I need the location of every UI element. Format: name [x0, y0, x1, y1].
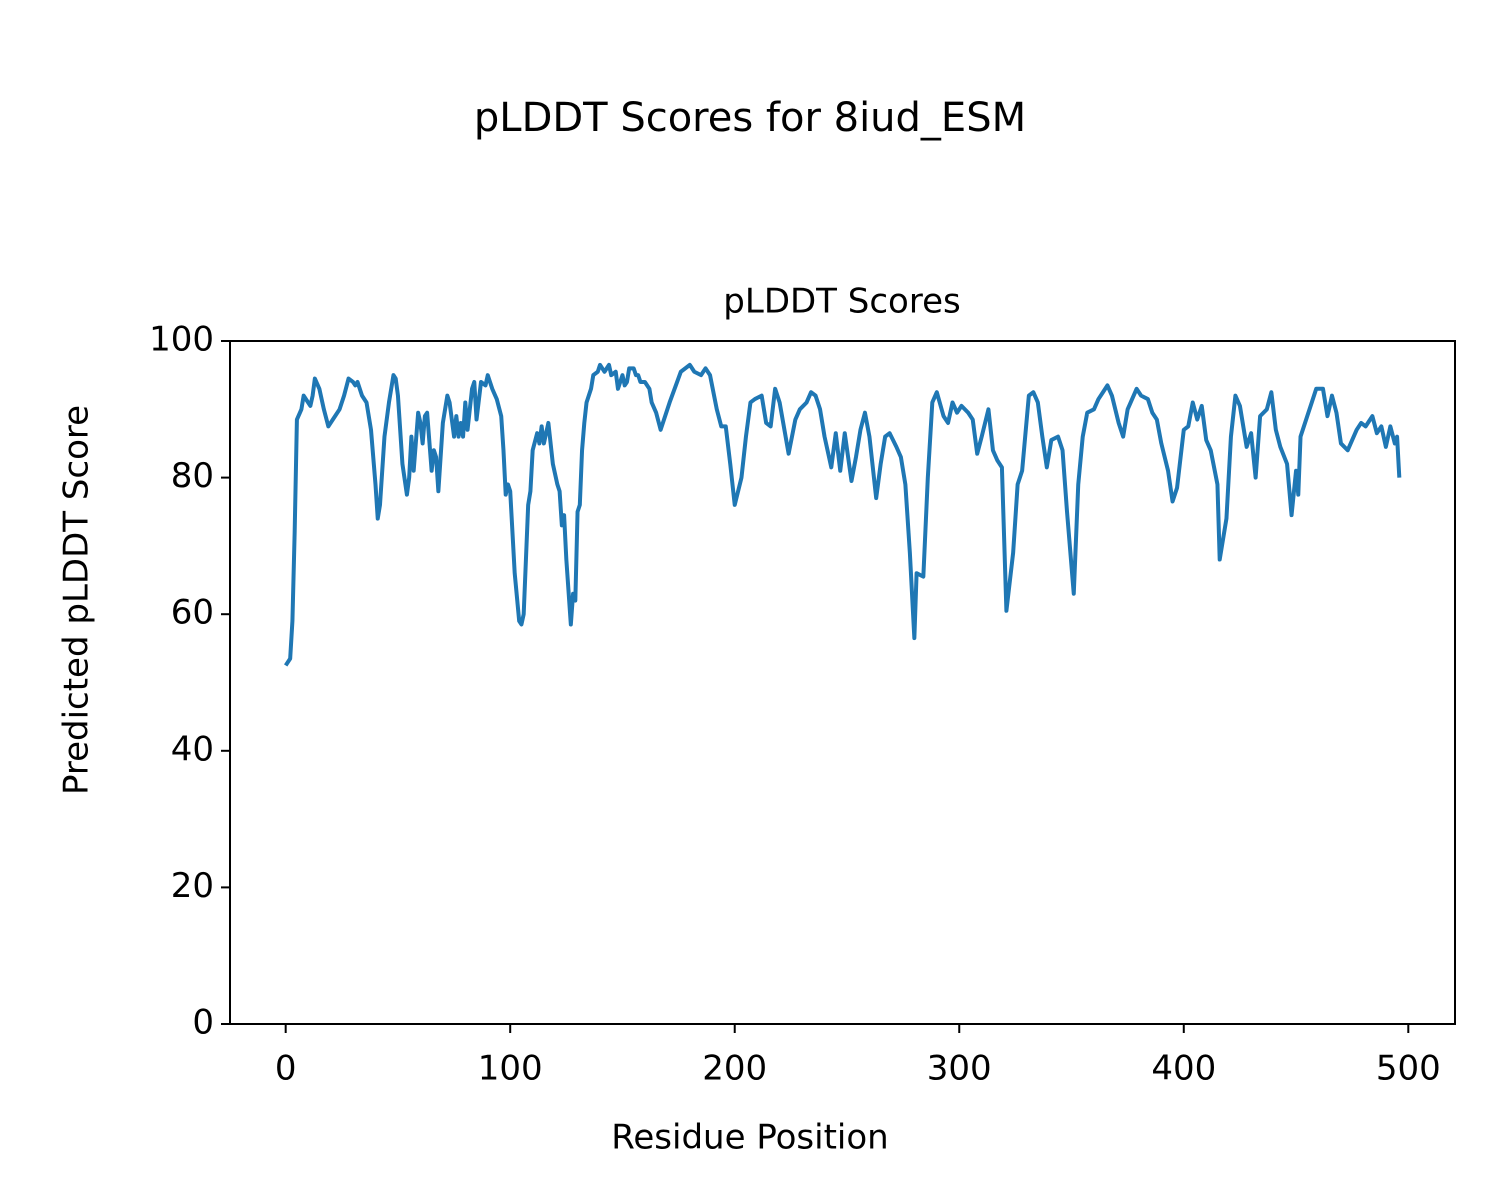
x-tick-label: 0: [275, 1049, 297, 1089]
y-tick-label: 60: [171, 593, 214, 633]
x-tick-label: 200: [702, 1049, 767, 1089]
y-tick-label: 80: [171, 456, 214, 496]
x-axis-label: Residue Position: [611, 1118, 888, 1158]
chart-title: pLDDT Scores for 8iud_ESM: [474, 95, 1026, 141]
x-tick-label: 100: [478, 1049, 543, 1089]
x-tick-label: 400: [1151, 1049, 1216, 1089]
y-tick-label: 20: [171, 866, 214, 906]
x-tick-label: 300: [927, 1049, 992, 1089]
line-series: [284, 362, 1402, 667]
y-tick-label: 40: [171, 729, 214, 769]
y-axis-label: Predicted pLDDT Score: [57, 405, 97, 795]
y-tick-label: 100: [149, 320, 214, 360]
plot-frame: [229, 340, 1456, 1025]
x-tick-label: 500: [1376, 1049, 1441, 1089]
y-tick-label: 0: [192, 1003, 214, 1043]
chart-subtitle: pLDDT Scores: [723, 282, 960, 322]
